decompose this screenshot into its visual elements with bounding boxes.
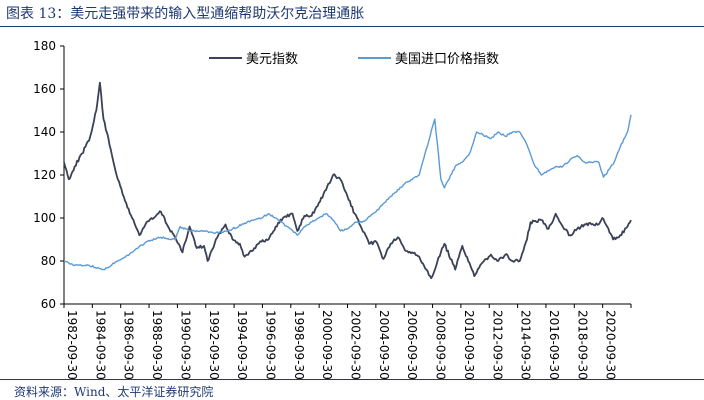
y-tick-label: 120 [33, 168, 56, 182]
legend: 美元指数 美国进口价格指数 [209, 51, 499, 67]
x-tick-label: 1988-09-30 [150, 310, 164, 380]
x-tick-label: 2012-09-30 [490, 310, 504, 380]
x-tick-label: 1986-09-30 [122, 310, 136, 380]
title-divider [0, 26, 704, 27]
x-tick-label: 2020-09-30 [604, 310, 618, 380]
y-tick-label: 140 [33, 125, 56, 139]
x-tick-label: 2004-09-30 [377, 310, 391, 380]
x-tick-label: 1992-09-30 [207, 310, 221, 380]
x-tick-label: 1990-09-30 [178, 310, 192, 380]
series-line-dollar-index [63, 81, 632, 280]
x-tick-label: 2000-09-30 [320, 310, 334, 380]
figure-title: 图表 13：美元走强带来的输入型通缩帮助沃尔克治理通胀 [6, 6, 365, 22]
x-tick-label: 1982-09-30 [65, 310, 79, 380]
y-tick-label: 100 [33, 211, 56, 225]
x-tick-label: 2016-09-30 [547, 310, 561, 380]
x-tick-label: 1998-09-30 [292, 310, 306, 380]
x-tick-label: 2008-09-30 [434, 310, 448, 380]
y-tick-label: 160 [33, 82, 56, 96]
y-tick-label: 60 [41, 297, 56, 311]
axis-ticks: 60 80 100 120 140 160 180 1982-09-30 1984-09-30 1… [33, 39, 632, 380]
y-tick-label: 180 [33, 39, 56, 53]
series-line-import-price-index [63, 114, 632, 271]
x-tick-label: 2002-09-30 [349, 310, 363, 380]
x-tick-label: 2010-09-30 [462, 310, 476, 380]
x-tick-label: 1984-09-30 [93, 310, 107, 380]
axes [63, 46, 631, 305]
x-tick-label: 2018-09-30 [575, 310, 589, 380]
legend-label-dollar-index: 美元指数 [246, 52, 298, 67]
x-tick-label: 1994-09-30 [235, 310, 249, 380]
x-tick-label: 2014-09-30 [519, 310, 533, 380]
source-divider [0, 379, 704, 380]
x-tick-label: 2006-09-30 [405, 310, 419, 380]
y-tick-label: 80 [41, 254, 56, 268]
series-lines [63, 81, 632, 280]
source-note: 资料来源：Wind、太平洋证券研究院 [14, 385, 214, 399]
legend-label-import-price-index: 美国进口价格指数 [395, 51, 499, 67]
x-tick-label: 1996-09-30 [263, 310, 277, 380]
